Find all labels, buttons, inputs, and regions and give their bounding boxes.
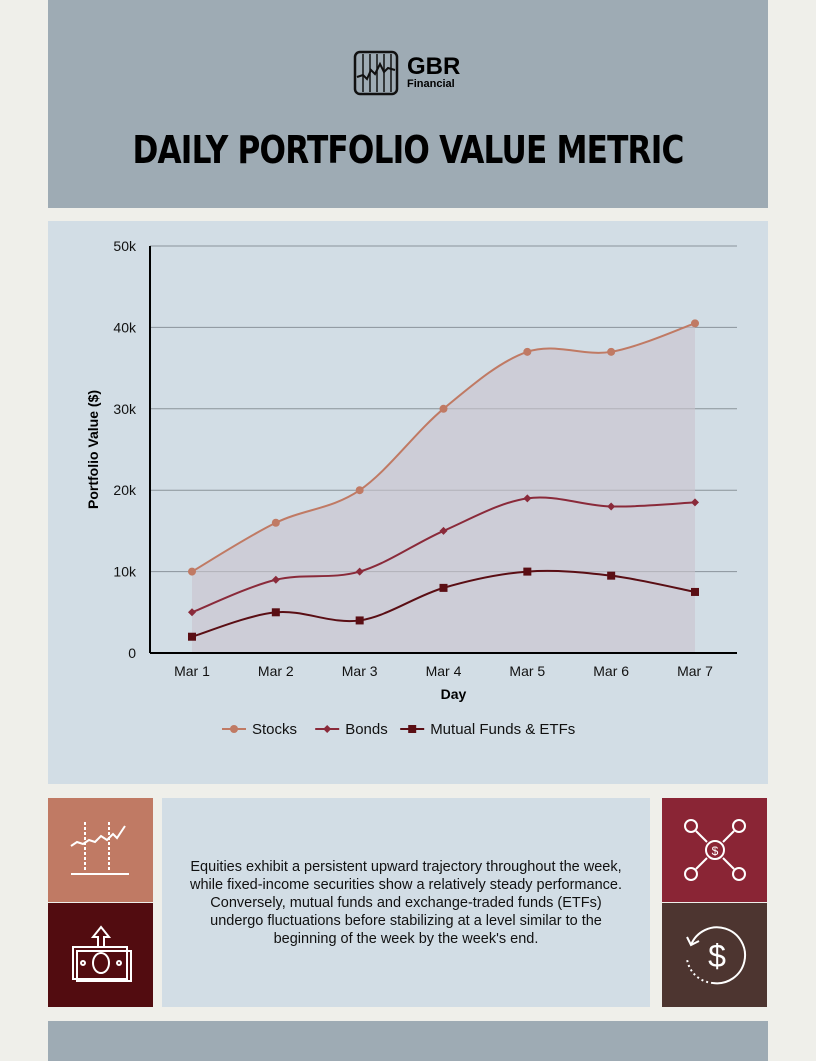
chart-panel: 0 10k 20k 30k 40k 50k Mar 1 Mar 2 Mar 3 Mar 4 Mar … — [48, 221, 768, 784]
network-tile: $ — [662, 798, 767, 902]
legend-marker — [323, 725, 332, 733]
line-chart: 0 10k 20k 30k 40k 50k Mar 1 Mar 2 Mar 3 Mar 4 Mar … — [85, 238, 737, 738]
bonds-point — [439, 526, 448, 535]
y-tick-label: 30k — [113, 401, 137, 417]
dollar-refresh-icon: $ — [685, 926, 746, 985]
growth-chart-icon — [69, 822, 129, 875]
funds-point — [607, 571, 616, 580]
logo: GBR Financial — [353, 50, 460, 96]
bonds-point — [355, 567, 364, 576]
bonds-point — [607, 502, 616, 511]
page-title: DAILY PORTFOLIO VALUE METRIC — [132, 128, 684, 172]
legend-label-1: Bonds — [345, 721, 388, 738]
growth-tile — [48, 798, 153, 902]
legend-marker — [408, 725, 417, 733]
legend-label-2: Mutual Funds & ETFs — [430, 721, 575, 738]
logo-chart-icon — [353, 50, 399, 96]
brand-name: GBR — [407, 53, 461, 80]
x-tick-label: Mar 4 — [426, 663, 462, 679]
y-tick-label: 50k — [113, 238, 137, 254]
summary-panel: Equities exhibit a persistent upward tra… — [162, 798, 650, 1007]
y-tick-label: 10k — [113, 564, 137, 580]
stocks-point — [439, 404, 448, 413]
legend-label-0: Stocks — [252, 721, 297, 738]
funds-point — [355, 616, 364, 625]
x-tick-label: Mar 7 — [677, 663, 713, 679]
funds-point — [439, 583, 448, 592]
legend-marker — [230, 725, 238, 733]
y-tick-label: 40k — [113, 319, 137, 335]
y-tick-label: 0 — [128, 645, 136, 661]
funds-point — [691, 587, 699, 596]
money-tile — [48, 903, 153, 1007]
brand-sub: Financial — [407, 78, 455, 90]
y-axis-title: Portfolio Value ($) — [85, 390, 101, 509]
svg-text:$: $ — [708, 938, 726, 974]
funds-point — [188, 632, 196, 641]
stocks-point — [355, 486, 364, 495]
y-tick-label: 20k — [113, 482, 137, 498]
stocks-point — [523, 347, 532, 356]
x-tick-label: Mar 2 — [258, 663, 294, 679]
stocks-point — [607, 347, 616, 356]
money-up-icon — [71, 925, 132, 982]
footer-band — [48, 1021, 768, 1061]
stocks-point — [271, 518, 280, 527]
refresh-tile: $ — [662, 903, 767, 1007]
x-tick-label: Mar 6 — [593, 663, 629, 679]
header: GBR Financial DAILY PORTFOLIO VALUE METRI… — [48, 0, 768, 208]
bonds-point — [691, 498, 699, 507]
stocks-point — [188, 567, 196, 576]
money-network-icon: $ — [683, 819, 746, 881]
funds-point — [271, 608, 280, 617]
x-tick-label: Mar 1 — [174, 663, 210, 679]
bonds-point — [523, 494, 532, 503]
x-tick-label: Mar 3 — [342, 663, 378, 679]
area-fill — [192, 323, 695, 653]
bonds-point — [188, 608, 196, 617]
bonds-point — [271, 575, 280, 584]
x-tick-label: Mar 5 — [509, 663, 545, 679]
svg-text:$: $ — [711, 844, 718, 858]
x-axis-title: Day — [441, 686, 467, 702]
summary-text: Equities exhibit a persistent upward tra… — [190, 858, 622, 947]
funds-point — [523, 567, 532, 576]
stocks-point — [691, 319, 699, 328]
